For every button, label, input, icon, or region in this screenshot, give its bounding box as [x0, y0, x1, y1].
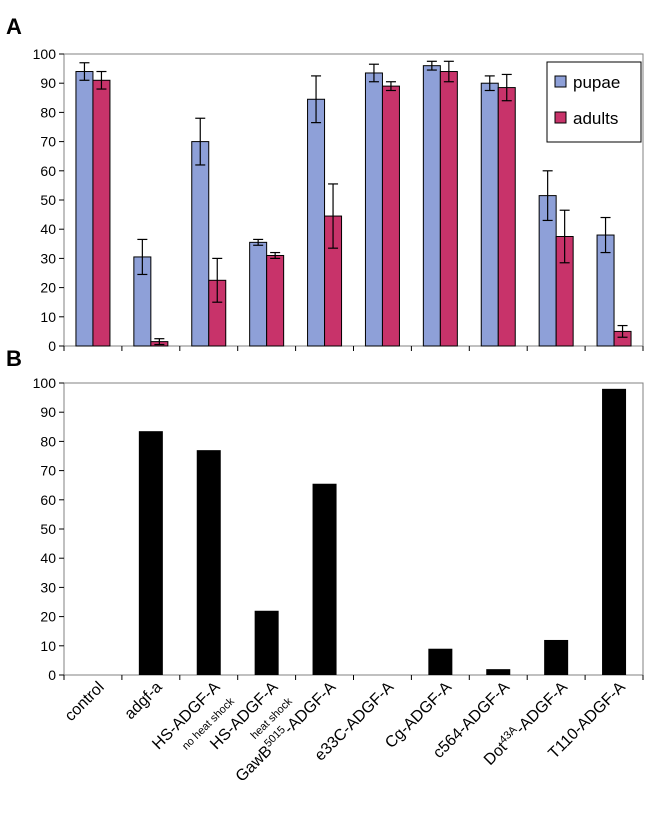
x-axis-labels: control adgf-aHS-ADGF-Ano heat shockHS-AD…: [62, 677, 629, 786]
y-tick-label: 100: [33, 375, 57, 391]
pupae-bar: [364, 72, 383, 347]
adults-bar: [439, 71, 458, 347]
legend-label: adults: [573, 109, 618, 128]
y-tick-label: 100: [33, 46, 57, 62]
legend-box: [546, 61, 642, 143]
pupae-bar: [422, 65, 441, 347]
value-bar: [312, 483, 337, 675]
value-bar: [196, 450, 221, 675]
value-bar: [486, 669, 511, 675]
y-tick-label: 80: [40, 433, 56, 449]
y-tick-label: 60: [40, 492, 56, 508]
pupae-bar: [307, 98, 326, 347]
value-bar: [544, 639, 569, 675]
value-bar: [602, 388, 627, 675]
panel-b-label: B: [6, 346, 22, 371]
adults-bar: [497, 87, 516, 347]
chart-a: 0 10 20 30 40 50 60 70 80 90 100 pupae adults: [33, 46, 644, 354]
y-tick-label: 30: [40, 579, 56, 595]
y-tick-label: 80: [40, 104, 56, 120]
y-tick-label: 20: [40, 609, 56, 625]
y-tick-label: 40: [40, 221, 56, 237]
category-label: GawB5015-ADGF-A: [231, 677, 339, 785]
y-tick-label: 30: [40, 250, 56, 266]
value-bar: [428, 648, 453, 675]
y-tick-label: 70: [40, 134, 56, 150]
value-bar: [138, 431, 163, 675]
legend-swatch: [554, 75, 567, 88]
adults-bar: [381, 85, 400, 347]
value-bar: [254, 610, 279, 675]
y-tick-label: 60: [40, 163, 56, 179]
panel-a-label: A: [6, 14, 22, 39]
y-tick-label: 10: [40, 638, 56, 654]
category-label: adgf-a: [122, 679, 166, 723]
adults-bar: [266, 254, 285, 347]
pupae-bar: [191, 141, 210, 347]
legend-label: pupae: [573, 73, 620, 92]
pupae-bar: [249, 241, 268, 347]
y-tick-label: 0: [48, 338, 56, 354]
chart-b: 0 10 20 30 40 50 60 70 80 90 100: [33, 375, 644, 683]
y-tick-label: 20: [40, 280, 56, 296]
y-tick-label: 10: [40, 309, 56, 325]
y-tick-label: 40: [40, 550, 56, 566]
legend-swatch: [554, 111, 567, 124]
y-tick-label: 90: [40, 75, 56, 91]
y-tick-label: 0: [48, 667, 56, 683]
y-tick-label: 50: [40, 192, 56, 208]
pupae-bar: [480, 82, 499, 347]
category-label: control: [62, 679, 108, 725]
adults-bar: [92, 79, 111, 347]
y-tick-label: 90: [40, 404, 56, 420]
y-tick-label: 50: [40, 521, 56, 537]
y-tick-label: 70: [40, 463, 56, 479]
pupae-bar: [75, 71, 94, 347]
